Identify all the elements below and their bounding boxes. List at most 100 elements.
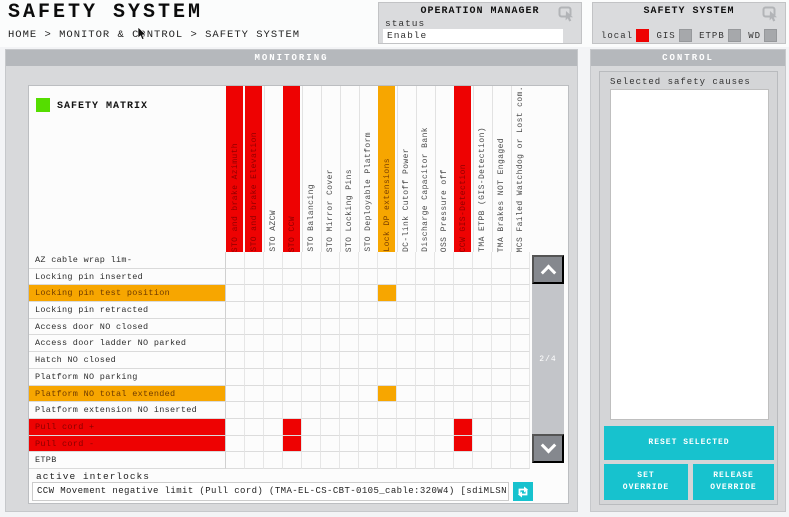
row-label[interactable]: Platform NO parking bbox=[29, 368, 226, 386]
matrix-cell[interactable] bbox=[359, 302, 378, 319]
matrix-cell[interactable] bbox=[321, 302, 340, 319]
matrix-cell[interactable] bbox=[245, 418, 264, 436]
matrix-cell[interactable] bbox=[378, 302, 397, 319]
matrix-cell[interactable] bbox=[492, 285, 511, 303]
matrix-cell[interactable] bbox=[321, 252, 340, 269]
matrix-cell[interactable] bbox=[416, 402, 435, 419]
matrix-cell[interactable] bbox=[378, 385, 397, 403]
matrix-cell[interactable] bbox=[245, 318, 264, 336]
matrix-cell[interactable] bbox=[226, 368, 245, 386]
matrix-cell[interactable] bbox=[492, 252, 511, 269]
matrix-cell[interactable] bbox=[492, 268, 511, 286]
matrix-cell[interactable] bbox=[302, 368, 321, 386]
matrix-cell[interactable] bbox=[435, 385, 454, 403]
matrix-cell[interactable] bbox=[302, 268, 321, 286]
matrix-cell[interactable] bbox=[492, 452, 511, 469]
matrix-cell[interactable] bbox=[435, 335, 454, 353]
matrix-cell[interactable] bbox=[321, 418, 340, 436]
matrix-cell[interactable] bbox=[511, 368, 530, 386]
release-override-button[interactable]: RELEASE OVERRIDE bbox=[693, 464, 774, 500]
matrix-cell[interactable] bbox=[473, 352, 492, 369]
selected-safety-causes-list[interactable] bbox=[610, 89, 769, 420]
matrix-cell[interactable] bbox=[283, 302, 302, 319]
matrix-cell[interactable] bbox=[397, 302, 416, 319]
matrix-cell[interactable] bbox=[340, 385, 359, 403]
matrix-cell[interactable] bbox=[321, 335, 340, 353]
matrix-cell[interactable] bbox=[511, 402, 530, 419]
matrix-cell[interactable] bbox=[340, 352, 359, 369]
matrix-cell[interactable] bbox=[264, 352, 283, 369]
matrix-cell[interactable] bbox=[283, 285, 302, 303]
matrix-cell[interactable] bbox=[435, 402, 454, 419]
matrix-cell[interactable] bbox=[283, 435, 302, 453]
matrix-cell[interactable] bbox=[416, 368, 435, 386]
row-label[interactable]: Pull cord + bbox=[29, 418, 226, 436]
matrix-cell[interactable] bbox=[302, 252, 321, 269]
matrix-cell[interactable] bbox=[492, 302, 511, 319]
row-label[interactable]: Locking pin retracted bbox=[29, 302, 226, 319]
matrix-cell[interactable] bbox=[245, 385, 264, 403]
matrix-cell[interactable] bbox=[473, 335, 492, 353]
matrix-cell[interactable] bbox=[359, 252, 378, 269]
matrix-cell[interactable] bbox=[378, 285, 397, 303]
matrix-cell[interactable] bbox=[454, 368, 473, 386]
column-header[interactable]: TMA Brakes NOT Engaged bbox=[492, 86, 511, 252]
matrix-cell[interactable] bbox=[473, 452, 492, 469]
matrix-cell[interactable] bbox=[416, 285, 435, 303]
matrix-cell[interactable] bbox=[511, 302, 530, 319]
matrix-cell[interactable] bbox=[264, 402, 283, 419]
matrix-cell[interactable] bbox=[378, 452, 397, 469]
matrix-cell[interactable] bbox=[473, 418, 492, 436]
matrix-cell[interactable] bbox=[283, 452, 302, 469]
column-header[interactable]: STO AZCW bbox=[264, 86, 283, 252]
matrix-cell[interactable] bbox=[226, 252, 245, 269]
matrix-cell[interactable] bbox=[226, 418, 245, 436]
set-override-button[interactable]: SET OVERRIDE bbox=[604, 464, 688, 500]
matrix-cell[interactable] bbox=[473, 302, 492, 319]
matrix-cell[interactable] bbox=[473, 368, 492, 386]
matrix-cell[interactable] bbox=[359, 452, 378, 469]
status-field[interactable]: Enable bbox=[383, 29, 563, 43]
matrix-cell[interactable] bbox=[454, 385, 473, 403]
matrix-cell[interactable] bbox=[302, 285, 321, 303]
matrix-cell[interactable] bbox=[302, 302, 321, 319]
matrix-cell[interactable] bbox=[397, 452, 416, 469]
row-label[interactable]: AZ cable wrap lim- bbox=[29, 252, 226, 269]
matrix-cell[interactable] bbox=[492, 318, 511, 336]
matrix-cell[interactable] bbox=[378, 318, 397, 336]
matrix-cell[interactable] bbox=[226, 435, 245, 453]
column-header[interactable]: STO Mirror Cover bbox=[321, 86, 340, 252]
matrix-cell[interactable] bbox=[454, 335, 473, 353]
matrix-cell[interactable] bbox=[454, 302, 473, 319]
matrix-cell[interactable] bbox=[416, 352, 435, 369]
matrix-cell[interactable] bbox=[492, 418, 511, 436]
matrix-cell[interactable] bbox=[359, 402, 378, 419]
matrix-cell[interactable] bbox=[245, 302, 264, 319]
matrix-cell[interactable] bbox=[416, 268, 435, 286]
matrix-cell[interactable] bbox=[264, 385, 283, 403]
matrix-cell[interactable] bbox=[359, 352, 378, 369]
matrix-cell[interactable] bbox=[302, 452, 321, 469]
matrix-cell[interactable] bbox=[454, 318, 473, 336]
matrix-cell[interactable] bbox=[340, 452, 359, 469]
matrix-cell[interactable] bbox=[359, 318, 378, 336]
column-header[interactable]: STO Deployable Platform bbox=[359, 86, 378, 252]
matrix-cell[interactable] bbox=[340, 318, 359, 336]
matrix-cell[interactable] bbox=[226, 285, 245, 303]
matrix-cell[interactable] bbox=[283, 268, 302, 286]
matrix-cell[interactable] bbox=[226, 452, 245, 469]
matrix-cell[interactable] bbox=[378, 352, 397, 369]
matrix-cell[interactable] bbox=[416, 302, 435, 319]
matrix-cell[interactable] bbox=[397, 418, 416, 436]
matrix-cell[interactable] bbox=[435, 252, 454, 269]
matrix-cell[interactable] bbox=[359, 285, 378, 303]
row-label[interactable]: Platform extension NO inserted bbox=[29, 402, 226, 419]
column-header[interactable]: TMA ETPB (GIS-Detection) bbox=[473, 86, 492, 252]
matrix-cell[interactable] bbox=[226, 268, 245, 286]
matrix-cell[interactable] bbox=[435, 352, 454, 369]
column-header[interactable]: Discharge Capacitor Bank bbox=[416, 86, 435, 252]
matrix-cell[interactable] bbox=[283, 352, 302, 369]
matrix-cell[interactable] bbox=[397, 435, 416, 453]
matrix-cell[interactable] bbox=[511, 352, 530, 369]
matrix-cell[interactable] bbox=[416, 385, 435, 403]
